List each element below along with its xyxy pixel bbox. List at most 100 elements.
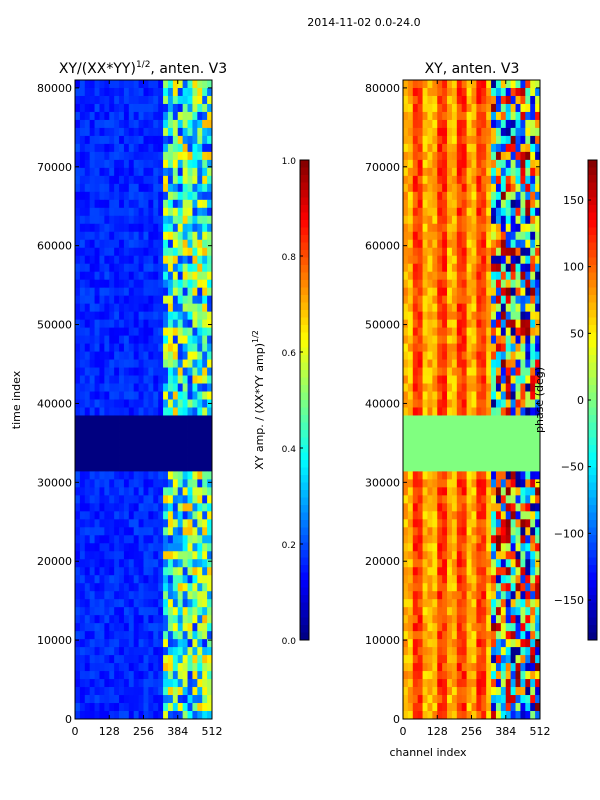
heatmap-cell (143, 327, 149, 336)
heatmap-cell (500, 103, 507, 113)
heatmap-cell (535, 551, 541, 560)
heatmap-cell (158, 439, 164, 448)
heatmap-cell (495, 583, 502, 592)
heatmap-cell (515, 271, 521, 281)
heatmap-cell (417, 351, 423, 360)
heatmap-cell (456, 519, 463, 528)
heatmap-cell (79, 263, 86, 273)
heatmap-cell (167, 543, 174, 552)
heatmap-cell (89, 615, 95, 624)
heatmap-cell (172, 367, 179, 376)
heatmap-cell (412, 391, 419, 400)
heatmap-cell (525, 415, 531, 424)
colorbar-segment (588, 362, 597, 371)
heatmap-cell (197, 503, 203, 512)
heatmap-cell (417, 247, 423, 257)
heatmap-cell (476, 655, 482, 664)
heatmap-cell (417, 231, 423, 241)
heatmap-cell (495, 655, 502, 664)
heatmap-cell (530, 135, 536, 145)
colorbar-segment (588, 227, 597, 236)
heatmap-cell (172, 447, 179, 456)
y-tick-label: 20000 (365, 555, 400, 568)
heatmap-cell (530, 143, 536, 153)
heatmap-cell (520, 615, 526, 624)
heatmap-cell (451, 295, 458, 305)
heatmap-cell (451, 127, 458, 137)
heatmap-cell (437, 367, 443, 376)
heatmap-cell (417, 383, 423, 392)
heatmap-cell (417, 695, 423, 704)
heatmap-cell (119, 231, 125, 241)
heatmap-cell (167, 535, 174, 544)
heatmap-cell (128, 439, 135, 448)
heatmap-cell (177, 287, 184, 297)
heatmap-cell (75, 663, 81, 672)
heatmap-cell (505, 495, 512, 504)
heatmap-cell (432, 439, 438, 448)
heatmap-cell (138, 487, 144, 496)
heatmap-cell (427, 383, 433, 392)
amplitude-title-exp: 1/2 (136, 60, 150, 70)
heatmap-cell (471, 247, 477, 257)
heatmap-cell (172, 95, 179, 105)
heatmap-cell (451, 591, 458, 600)
heatmap-cell (505, 239, 512, 249)
heatmap-cell (104, 119, 110, 129)
heatmap-cell (104, 471, 110, 480)
heatmap-cell (407, 319, 414, 329)
heatmap-cell (143, 239, 149, 249)
heatmap-cell (486, 495, 492, 504)
heatmap-cell (491, 439, 497, 448)
heatmap-cell (407, 407, 414, 416)
heatmap-cell (491, 247, 497, 257)
heatmap-cell (417, 623, 423, 632)
heatmap-cell (466, 151, 472, 161)
heatmap-cell (471, 615, 477, 624)
heatmap-cell (466, 135, 472, 145)
heatmap-cell (417, 391, 423, 400)
heatmap-cell (158, 223, 164, 233)
heatmap-cell (119, 559, 125, 568)
heatmap-cell (128, 671, 135, 680)
heatmap-cell (119, 623, 125, 632)
heatmap-cell (167, 295, 174, 305)
heatmap-cell (535, 367, 541, 376)
heatmap-cell (412, 671, 419, 680)
heatmap-cell (109, 535, 115, 544)
heatmap-cell (133, 255, 139, 265)
heatmap-cell (123, 655, 130, 664)
heatmap-cell (207, 271, 213, 281)
heatmap-cell (525, 495, 531, 504)
heatmap-cell (172, 143, 179, 153)
heatmap-cell (403, 703, 409, 712)
heatmap-cell (530, 591, 536, 600)
heatmap-cell (104, 567, 110, 576)
heatmap-cell (133, 375, 139, 384)
heatmap-cell (123, 207, 130, 217)
y-tick-label: 20000 (37, 555, 72, 568)
heatmap-cell (182, 159, 188, 169)
heatmap-cell (520, 639, 526, 648)
colorbar-segment (588, 542, 597, 551)
heatmap-cell (530, 295, 536, 305)
heatmap-cell (133, 159, 139, 169)
heatmap-cell (530, 479, 536, 488)
heatmap-cell (128, 327, 135, 336)
heatmap-cell (495, 80, 502, 89)
heatmap-cell (403, 367, 409, 376)
heatmap-cell (456, 463, 463, 472)
heatmap-cell (177, 447, 184, 456)
heatmap-cell (466, 535, 472, 544)
heatmap-cell (133, 471, 139, 480)
heatmap-cell (456, 535, 463, 544)
heatmap-cell (119, 351, 125, 360)
heatmap-cell (123, 543, 130, 552)
heatmap-cell (476, 551, 482, 560)
heatmap-cell (119, 711, 125, 720)
heatmap-cell (177, 487, 184, 496)
heatmap-cell (442, 495, 448, 504)
heatmap-cell (197, 335, 203, 344)
heatmap-cell (442, 247, 448, 257)
heatmap-cell (192, 367, 198, 376)
